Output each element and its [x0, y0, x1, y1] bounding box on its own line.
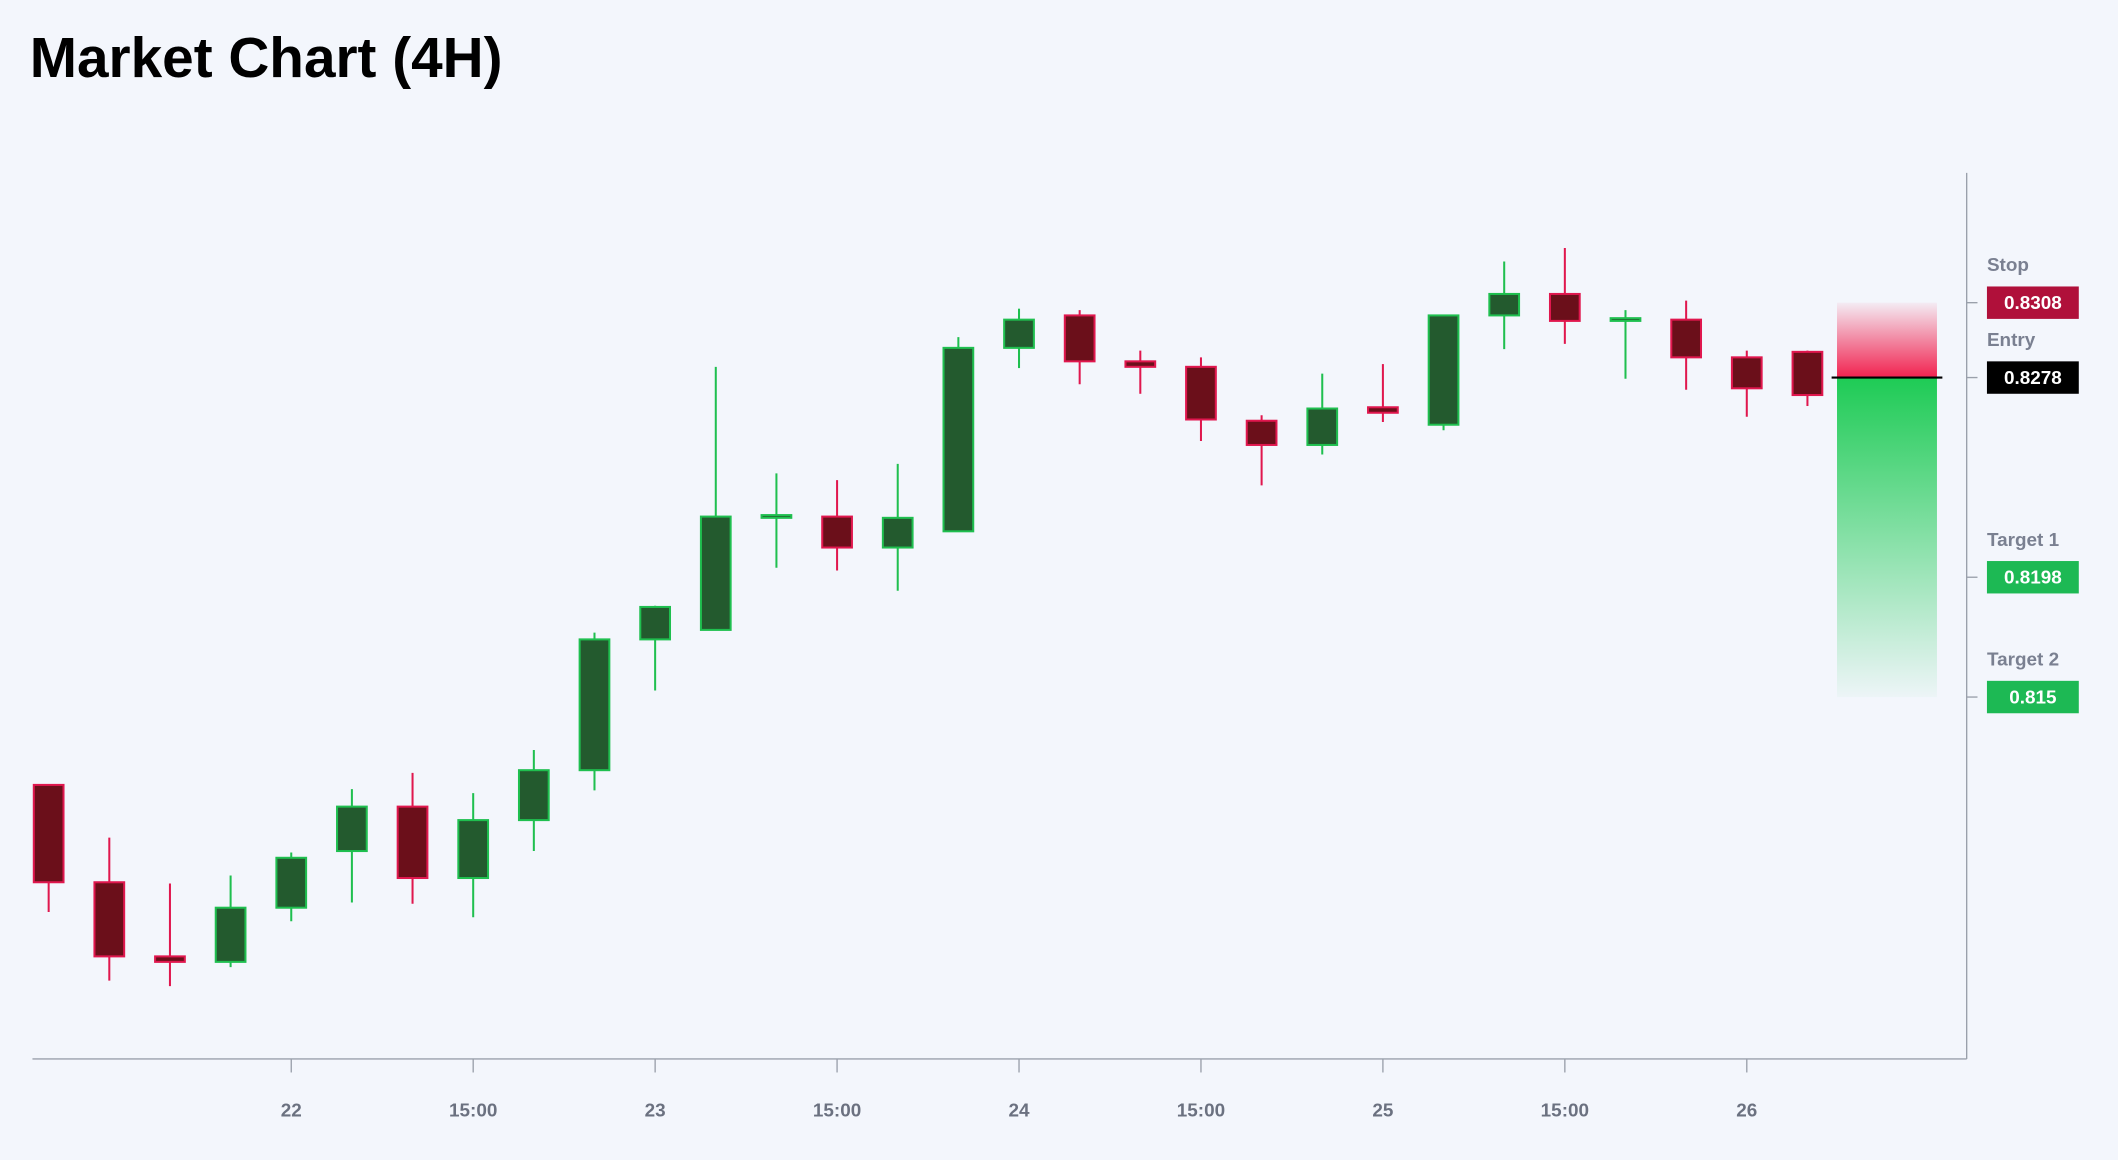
- target-zone: [1837, 377, 1937, 698]
- candle-body: [639, 605, 672, 641]
- stop-zone: [1837, 302, 1937, 378]
- candle-body: [1245, 419, 1278, 446]
- candle-body: [760, 514, 793, 519]
- candle-body: [275, 856, 308, 909]
- candle-body: [1670, 318, 1703, 359]
- x-tick-label: 15:00: [449, 1101, 497, 1122]
- x-tick-label: 25: [1372, 1101, 1393, 1122]
- candle-body: [1185, 365, 1217, 421]
- level-value: 0.8278: [2004, 368, 2062, 389]
- x-tick-label: 23: [645, 1101, 666, 1122]
- candle-body: [93, 881, 126, 958]
- level-badge: [1986, 361, 2079, 394]
- level-name: Target 2: [1987, 650, 2059, 671]
- candle-body: [1367, 406, 1399, 414]
- candle-body: [32, 783, 65, 884]
- candle-body: [1791, 350, 1824, 397]
- x-tick-label: 22: [281, 1101, 302, 1122]
- candle-body: [517, 769, 550, 822]
- candle-body: [1003, 318, 1035, 349]
- candle-body: [1548, 292, 1581, 322]
- candle-body: [1488, 292, 1521, 317]
- candle-body: [881, 516, 914, 549]
- candle-body: [821, 515, 853, 549]
- x-tick-label: 24: [1009, 1101, 1031, 1122]
- x-tick-label: 15:00: [813, 1101, 861, 1122]
- x-tick-label: 15:00: [1177, 1101, 1225, 1122]
- level-value: 0.8198: [2004, 568, 2062, 589]
- candle-body: [1306, 407, 1339, 446]
- candle-body: [578, 638, 611, 772]
- candle-body: [1124, 360, 1157, 368]
- level-badge: [1986, 286, 2079, 319]
- x-tick-label: 26: [1736, 1101, 1757, 1122]
- level-value: 0.8308: [2004, 293, 2062, 314]
- candle-body: [699, 515, 732, 631]
- level-name: Stop: [1987, 255, 2029, 276]
- level-name: Target 1: [1987, 530, 2059, 551]
- candle-body: [1730, 356, 1763, 390]
- level-badge: [1986, 561, 2079, 594]
- candle-body: [1427, 314, 1460, 426]
- level-value: 0.815: [2009, 687, 2056, 708]
- candle-body: [942, 346, 975, 533]
- level-name: Entry: [1987, 330, 2036, 351]
- candle-body: [214, 906, 247, 963]
- candle-body: [336, 805, 368, 853]
- candle-body: [457, 819, 490, 880]
- candle-body: [1609, 317, 1642, 322]
- candle-body: [1063, 314, 1096, 363]
- candle-body: [154, 955, 186, 963]
- chart-title: Market Chart (4H): [30, 27, 503, 90]
- x-tick-label: 15:00: [1541, 1101, 1589, 1122]
- level-badge: [1986, 680, 2079, 714]
- candle-body: [396, 805, 429, 880]
